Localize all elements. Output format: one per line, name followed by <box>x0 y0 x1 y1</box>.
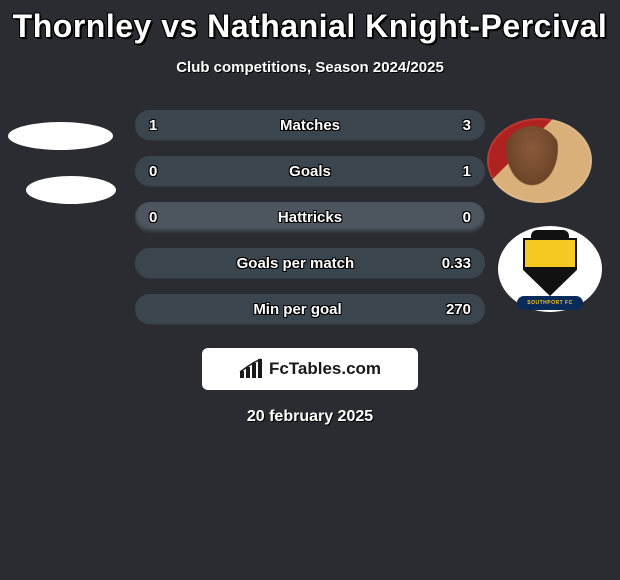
stat-value-right: 3 <box>463 117 471 134</box>
stat-label: Goals per match <box>149 255 442 272</box>
player-left-club-badge <box>26 176 116 204</box>
stat-value-left: 0 <box>149 163 157 180</box>
player-right-club-badge: SOUTHPORT FC <box>498 226 602 312</box>
banner-text: FcTables.com <box>269 359 381 379</box>
stat-label: Hattricks <box>157 209 462 226</box>
subtitle: Club competitions, Season 2024/2025 <box>0 59 620 76</box>
player-left-avatar <box>8 122 113 150</box>
stat-value-left: 1 <box>149 117 157 134</box>
stat-row: 0Goals1 <box>135 156 485 186</box>
bar-chart-icon <box>239 358 263 380</box>
stat-value-right: 1 <box>463 163 471 180</box>
stat-value-right: 0.33 <box>442 255 471 272</box>
page-title: Thornley vs Nathanial Knight-Percival <box>0 0 620 45</box>
crest-icon: SOUTHPORT FC <box>517 232 583 306</box>
player-right-avatar <box>487 118 592 203</box>
crest-text: SOUTHPORT FC <box>517 296 583 310</box>
stat-row: 0Hattricks0 <box>135 202 485 232</box>
stat-label: Min per goal <box>149 301 446 318</box>
stat-row: 1Matches3 <box>135 110 485 140</box>
stat-value-right: 0 <box>463 209 471 226</box>
stat-row: Min per goal270 <box>135 294 485 324</box>
site-banner: FcTables.com <box>202 348 418 390</box>
stat-label: Matches <box>157 117 462 134</box>
stat-value-left: 0 <box>149 209 157 226</box>
stat-value-right: 270 <box>446 301 471 318</box>
stat-label: Goals <box>157 163 462 180</box>
stat-row: Goals per match0.33 <box>135 248 485 278</box>
stats-container: 1Matches30Goals10Hattricks0Goals per mat… <box>135 110 485 324</box>
date-caption: 20 february 2025 <box>0 408 620 426</box>
